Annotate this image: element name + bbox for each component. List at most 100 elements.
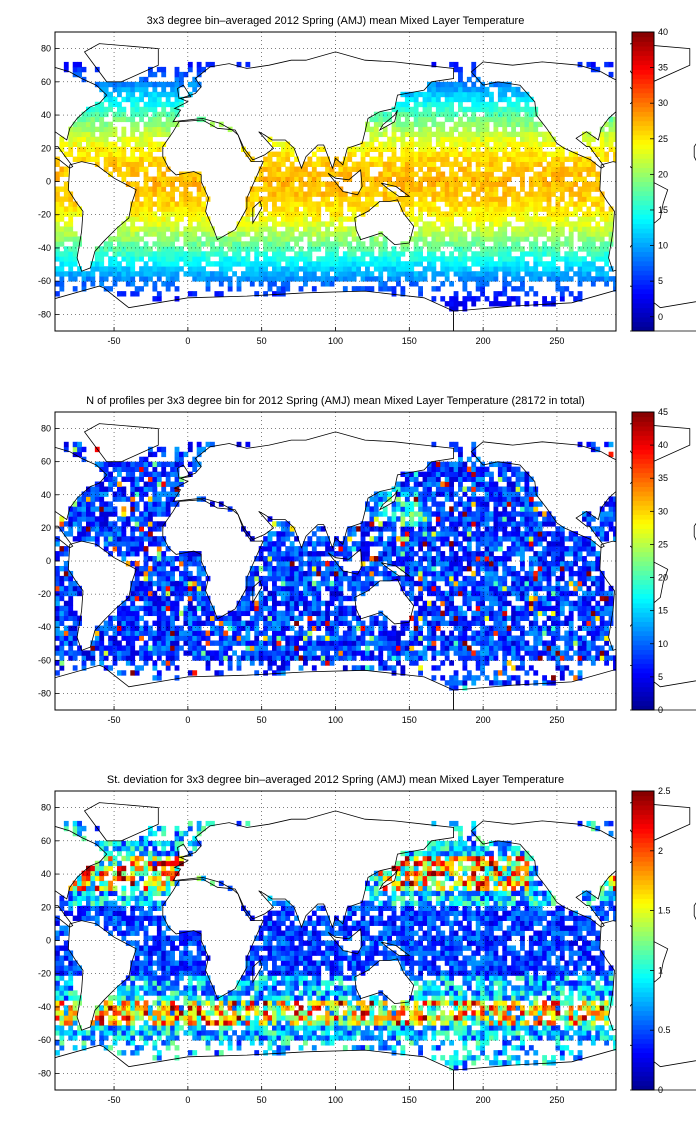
data-cell <box>590 630 596 636</box>
data-cell <box>258 226 264 232</box>
data-cell <box>130 271 136 277</box>
data-cell <box>347 655 353 661</box>
data-cell <box>130 585 136 592</box>
data-cell <box>223 241 229 247</box>
data-cell <box>449 151 455 157</box>
data-cell <box>391 106 397 113</box>
colorbar-step <box>632 111 654 117</box>
data-cell <box>373 191 379 197</box>
data-cell <box>391 126 397 133</box>
data-cell <box>528 600 534 607</box>
data-cell <box>294 196 299 202</box>
data-cell <box>413 141 419 148</box>
data-cell <box>466 620 472 626</box>
data-cell <box>356 256 361 262</box>
data-cell <box>125 630 131 636</box>
data-cell <box>506 111 512 118</box>
colorbar-step <box>632 158 654 164</box>
data-cell <box>342 156 348 162</box>
data-cell <box>165 590 171 597</box>
data-cell <box>241 600 246 607</box>
data-cell <box>249 650 255 656</box>
data-cell <box>506 625 512 631</box>
data-cell <box>431 81 437 88</box>
data-cell <box>458 96 463 103</box>
data-cell <box>475 580 481 587</box>
data-cell <box>196 116 202 123</box>
data-cell <box>440 650 446 656</box>
data-cell <box>453 680 459 686</box>
data-cell <box>351 146 357 152</box>
data-cell <box>551 630 556 636</box>
data-cell <box>431 620 437 626</box>
data-cell <box>404 161 410 167</box>
data-cell <box>475 201 481 207</box>
data-cell <box>551 216 556 222</box>
data-cell <box>285 226 291 232</box>
data-cell <box>524 271 530 277</box>
data-cell <box>431 191 437 197</box>
data-cell <box>480 665 486 671</box>
data-cell <box>537 186 543 192</box>
data-cell <box>103 161 109 167</box>
data-cell <box>223 655 229 661</box>
data-cell <box>604 281 610 287</box>
data-cell <box>418 116 423 123</box>
data-cell <box>303 221 308 227</box>
data-cell <box>294 655 299 661</box>
data-cell <box>334 266 339 272</box>
data-cell <box>590 201 596 207</box>
data-cell <box>493 630 499 636</box>
data-cell <box>427 231 432 237</box>
data-cell <box>134 231 140 237</box>
data-cell <box>347 156 353 162</box>
data-cell <box>542 261 548 267</box>
data-cell <box>320 640 326 646</box>
data-cell <box>351 211 357 217</box>
data-cell <box>241 655 246 661</box>
data-cell <box>156 141 162 148</box>
data-cell <box>218 276 224 282</box>
data-cell <box>546 131 552 138</box>
data-cell <box>458 231 463 237</box>
data-cell <box>103 156 109 162</box>
data-cell <box>360 640 366 646</box>
data-cell <box>391 645 397 651</box>
data-cell <box>431 201 437 207</box>
data-cell <box>205 236 211 242</box>
colorbar-tick-label: 10 <box>658 241 668 251</box>
data-cell <box>356 640 361 646</box>
data-cell <box>444 146 450 152</box>
data-cell <box>440 660 446 666</box>
data-cell <box>515 216 521 222</box>
data-cell <box>192 176 198 182</box>
data-cell <box>458 66 463 73</box>
data-cell <box>564 206 570 212</box>
data-cell <box>409 251 415 257</box>
colorbar-step <box>632 293 654 299</box>
data-cell <box>165 116 171 123</box>
data-cell <box>201 580 206 587</box>
data-cell <box>599 141 605 148</box>
data-cell <box>422 226 428 232</box>
data-cell <box>342 261 348 267</box>
data-cell <box>497 246 503 252</box>
data-cell <box>218 615 224 621</box>
data-cell <box>427 146 432 152</box>
data-cell <box>568 266 574 272</box>
data-cell <box>134 81 140 88</box>
colorbar-step <box>632 153 654 159</box>
data-cell <box>511 86 517 93</box>
data-cell <box>187 61 193 68</box>
data-cell <box>59 635 65 641</box>
data-cell <box>139 151 144 157</box>
data-cell <box>285 665 291 671</box>
data-cell <box>590 605 596 612</box>
data-cell <box>595 251 601 257</box>
data-cell <box>161 595 167 602</box>
data-cell <box>152 131 158 138</box>
data-cell <box>174 176 180 182</box>
data-cell <box>334 246 339 252</box>
data-cell <box>391 271 397 277</box>
data-cell <box>511 615 517 621</box>
